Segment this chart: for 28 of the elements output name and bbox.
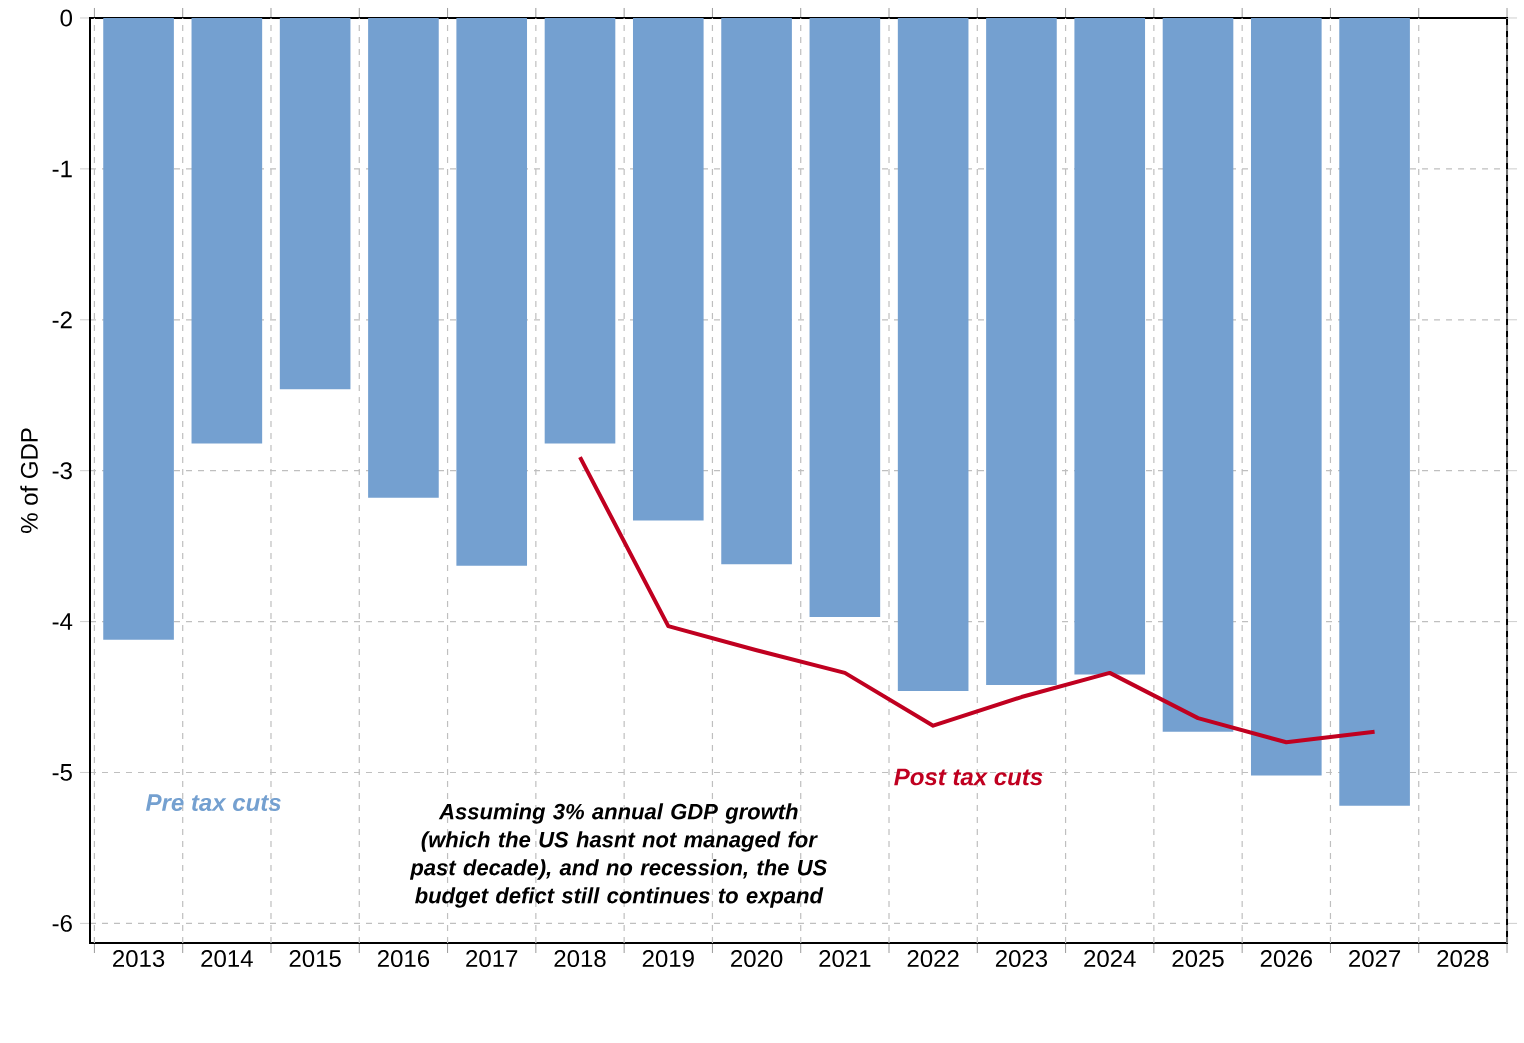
- y-tick-label: -5: [52, 764, 72, 781]
- y-tick-label: -1: [52, 160, 72, 178]
- y-tick-label: -2: [52, 311, 72, 329]
- x-tick-label: 2014: [201, 950, 253, 968]
- x-tick-label: 2015: [289, 950, 341, 968]
- x-tick-label: 2021: [819, 950, 871, 968]
- x-tick-label: 2022: [907, 950, 959, 968]
- x-tick-label: 2013: [113, 950, 165, 968]
- x-tick-label: 2018: [554, 950, 606, 968]
- x-tick-label: 2025: [1172, 950, 1224, 968]
- x-tick-label: 2020: [731, 950, 783, 968]
- y-tick-label: -4: [52, 613, 73, 630]
- line-series: [578, 455, 1377, 745]
- x-tick-label: 2017: [466, 950, 518, 968]
- x-tick-label: 2028: [1437, 950, 1489, 968]
- y-axis-title: % of GDP: [20, 428, 38, 533]
- x-tick-label: 2024: [1084, 950, 1136, 968]
- text: Post tax cuts: [894, 768, 1043, 786]
- y-tick-label: -6: [52, 914, 72, 932]
- y-tick-label: -3: [52, 462, 72, 480]
- annotation: Assuming 3% annual GDP growth (which the US hasnt not managed for past decade), and no recession, the US budget defict still continues to expand: [409, 803, 828, 908]
- text: Pre tax cuts: [145, 794, 281, 812]
- x-tick-label: 2019: [642, 950, 694, 968]
- x-tick-label: 2026: [1260, 950, 1312, 968]
- x-tick-label: 2023: [995, 950, 1048, 968]
- y-tick-label: 0: [60, 9, 73, 27]
- x-tick-label: 2016: [377, 950, 430, 968]
- x-tick-label: 2027: [1349, 950, 1401, 968]
